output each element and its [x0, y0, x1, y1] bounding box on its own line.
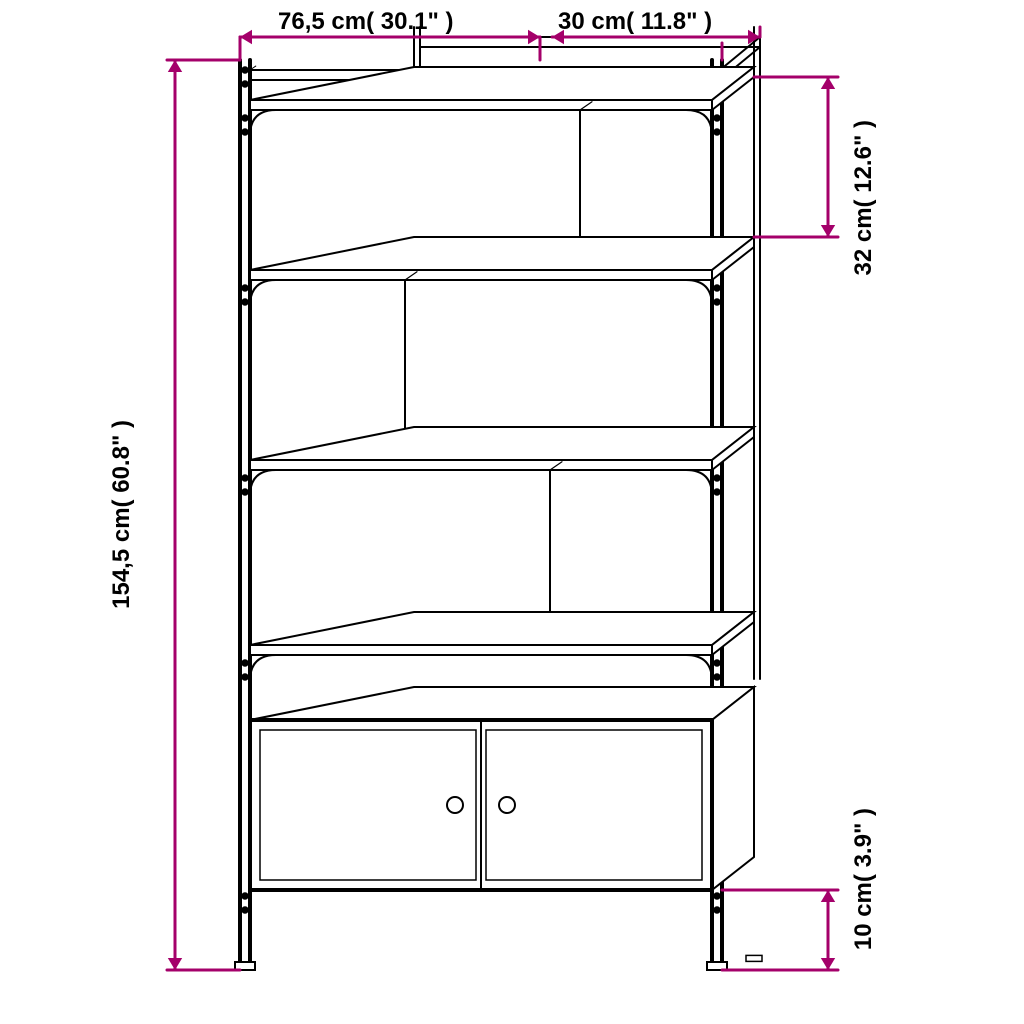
dim-width-in: 30.1" [381, 8, 439, 35]
dim-width-cm: 76,5 cm [278, 8, 366, 35]
dim-shelfgap-label: 32 cm( 12.6" ) [850, 120, 878, 276]
dim-height-in: 60.8" [108, 435, 135, 493]
dim-height-cm: 154,5 cm [108, 507, 135, 608]
diagram-stage: 154,5 cm( 60.8" ) 76,5 cm( 30.1" ) 30 cm… [0, 0, 1024, 1024]
dim-depth-label: 30 cm( 11.8" ) [558, 8, 712, 36]
dim-width-label: 76,5 cm( 30.1" ) [278, 8, 454, 36]
dim-foot-label: 10 cm( 3.9" ) [850, 808, 878, 950]
dim-height-label: 154,5 cm( 60.8" ) [108, 420, 136, 609]
dim-foot-cm: 10 cm [850, 882, 877, 950]
dim-depth-cm: 30 cm [558, 8, 626, 35]
dim-shelfgap-cm: 32 cm [850, 207, 877, 275]
dim-depth-in: 11.8" [641, 8, 698, 35]
dim-shelfgap-in: 12.6" [850, 135, 877, 193]
dim-foot-in: 3.9" [850, 823, 877, 868]
